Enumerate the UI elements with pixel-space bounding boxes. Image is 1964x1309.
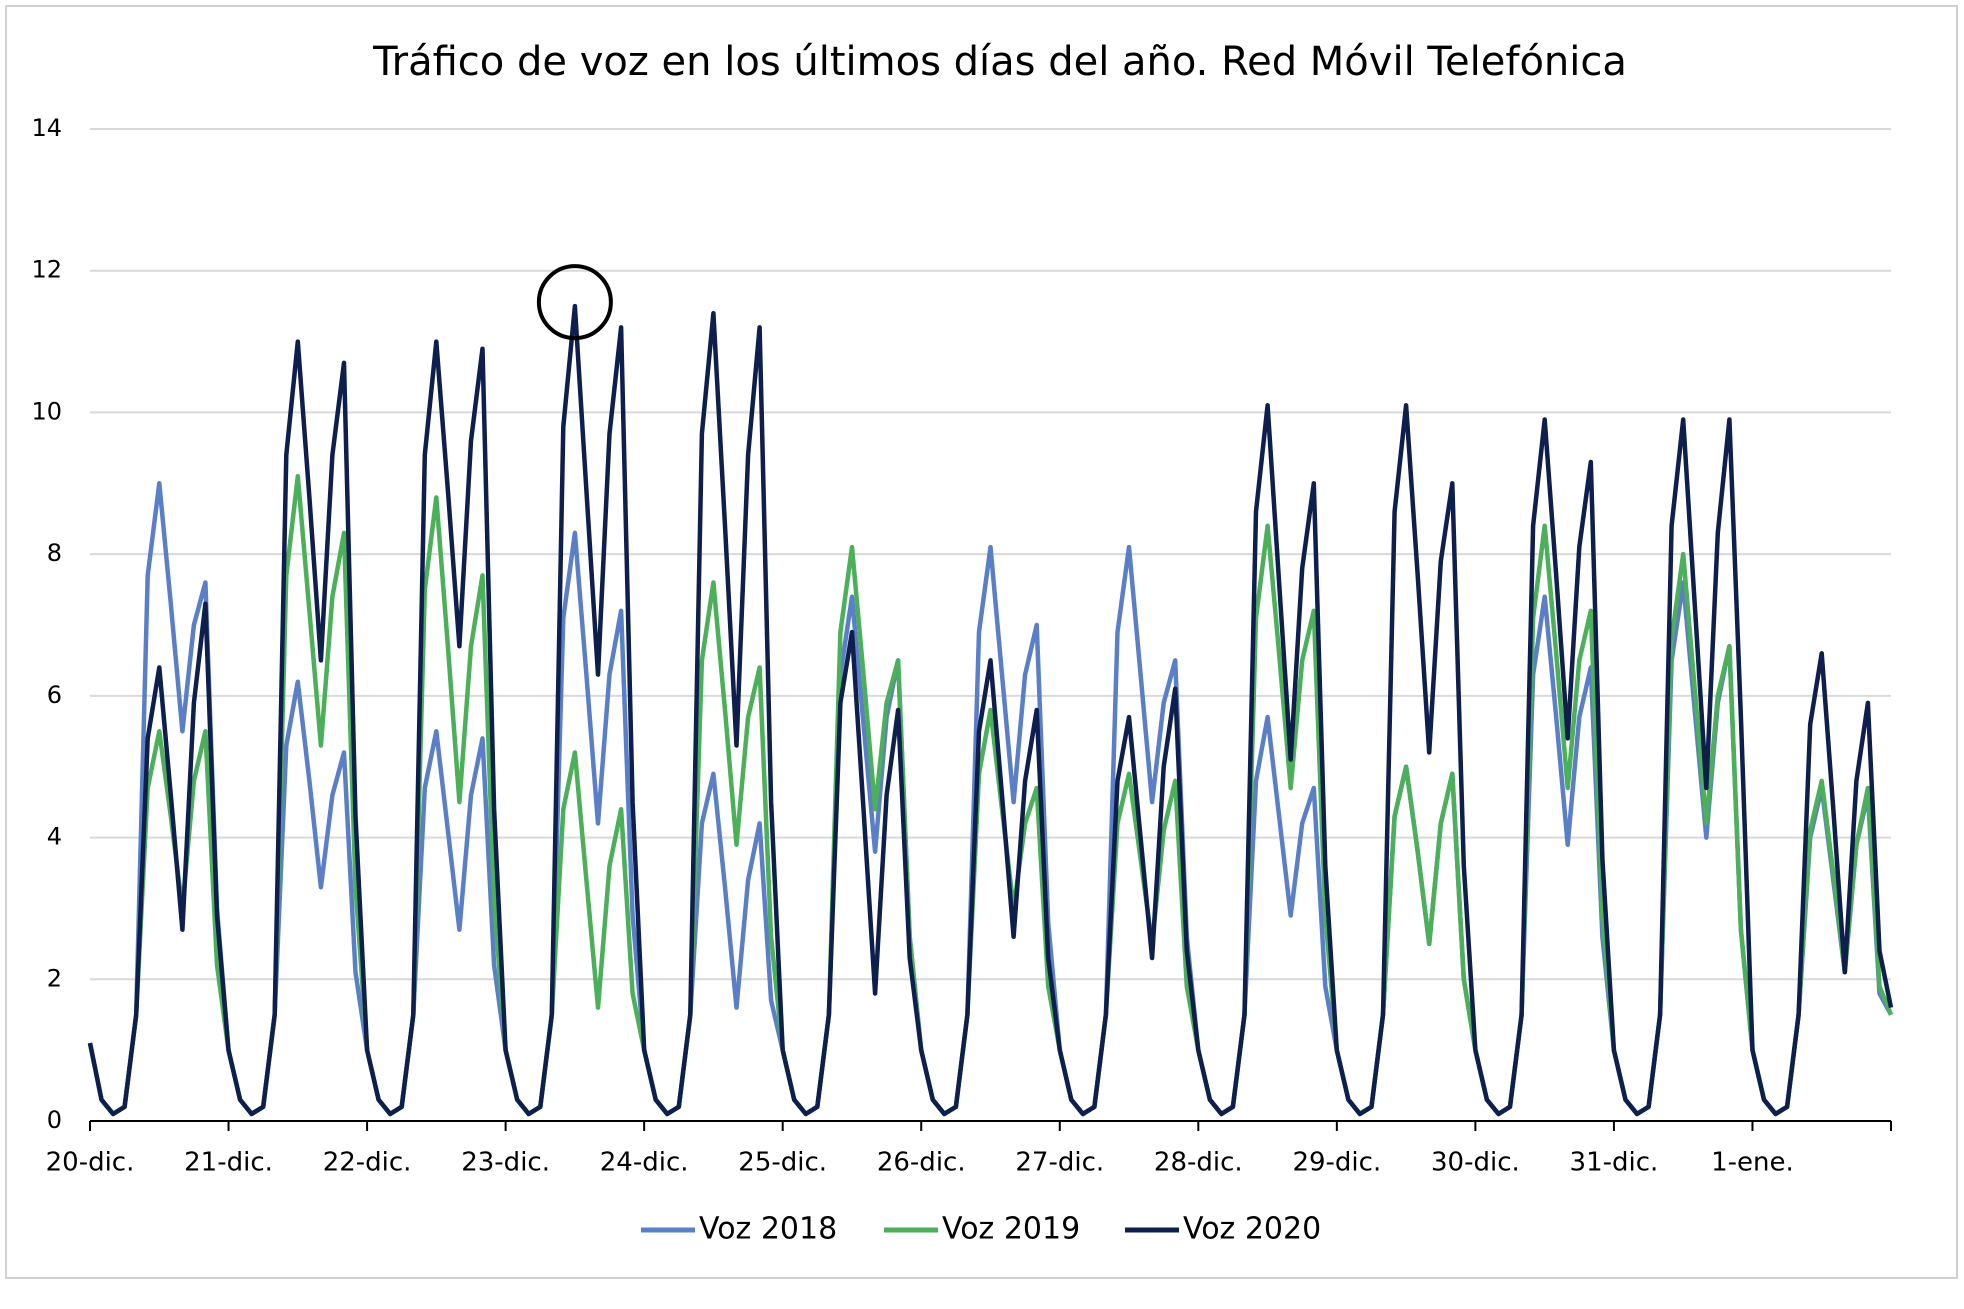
- x-tick-label: 25-dic.: [738, 1148, 827, 1178]
- x-axis-labels: 20-dic. 21-dic. 22-dic. 23-dic. 24-dic. 25-di…: [46, 1121, 1892, 1178]
- legend-label: Voz 2019: [942, 1212, 1080, 1247]
- x-tick-label: 20-dic.: [46, 1148, 135, 1178]
- x-tick-label: 21-dic.: [184, 1148, 273, 1178]
- chart-border: [5, 5, 1958, 1279]
- x-tick-label: 30-dic.: [1431, 1148, 1520, 1178]
- x-tick-label: 1-ene.: [1711, 1148, 1794, 1178]
- chart-title: Tráfico de voz en los últimos días del a…: [372, 39, 1627, 85]
- legend: Voz 2018 Voz 2019 Voz 2020: [641, 1212, 1321, 1247]
- plot-lines: [87, 264, 1894, 1117]
- x-tick-label: 26-dic.: [877, 1148, 966, 1178]
- x-tick-label: 23-dic.: [461, 1148, 550, 1178]
- legend-label: Voz 2018: [699, 1212, 837, 1247]
- y-tick-label: 8: [47, 539, 62, 567]
- y-tick-label: 14: [31, 114, 62, 142]
- x-tick-label: 28-dic.: [1154, 1148, 1243, 1178]
- x-tick-label: 29-dic.: [1292, 1148, 1381, 1178]
- x-tick-label: 22-dic.: [323, 1148, 412, 1178]
- x-tick-label: 27-dic.: [1015, 1148, 1104, 1178]
- y-tick-label: 6: [47, 681, 62, 709]
- y-tick-label: 0: [47, 1106, 62, 1134]
- y-tick-label: 2: [47, 964, 62, 992]
- legend-label: Voz 2020: [1183, 1212, 1321, 1247]
- series-line: [87, 303, 1894, 1117]
- x-tick-label: 24-dic.: [600, 1148, 689, 1178]
- y-tick-label: 12: [31, 256, 62, 284]
- x-tick-label: 31-dic.: [1570, 1148, 1659, 1178]
- y-tick-label: 4: [47, 823, 62, 851]
- highlight-circle: [536, 264, 613, 341]
- y-tick-label: 10: [31, 397, 62, 425]
